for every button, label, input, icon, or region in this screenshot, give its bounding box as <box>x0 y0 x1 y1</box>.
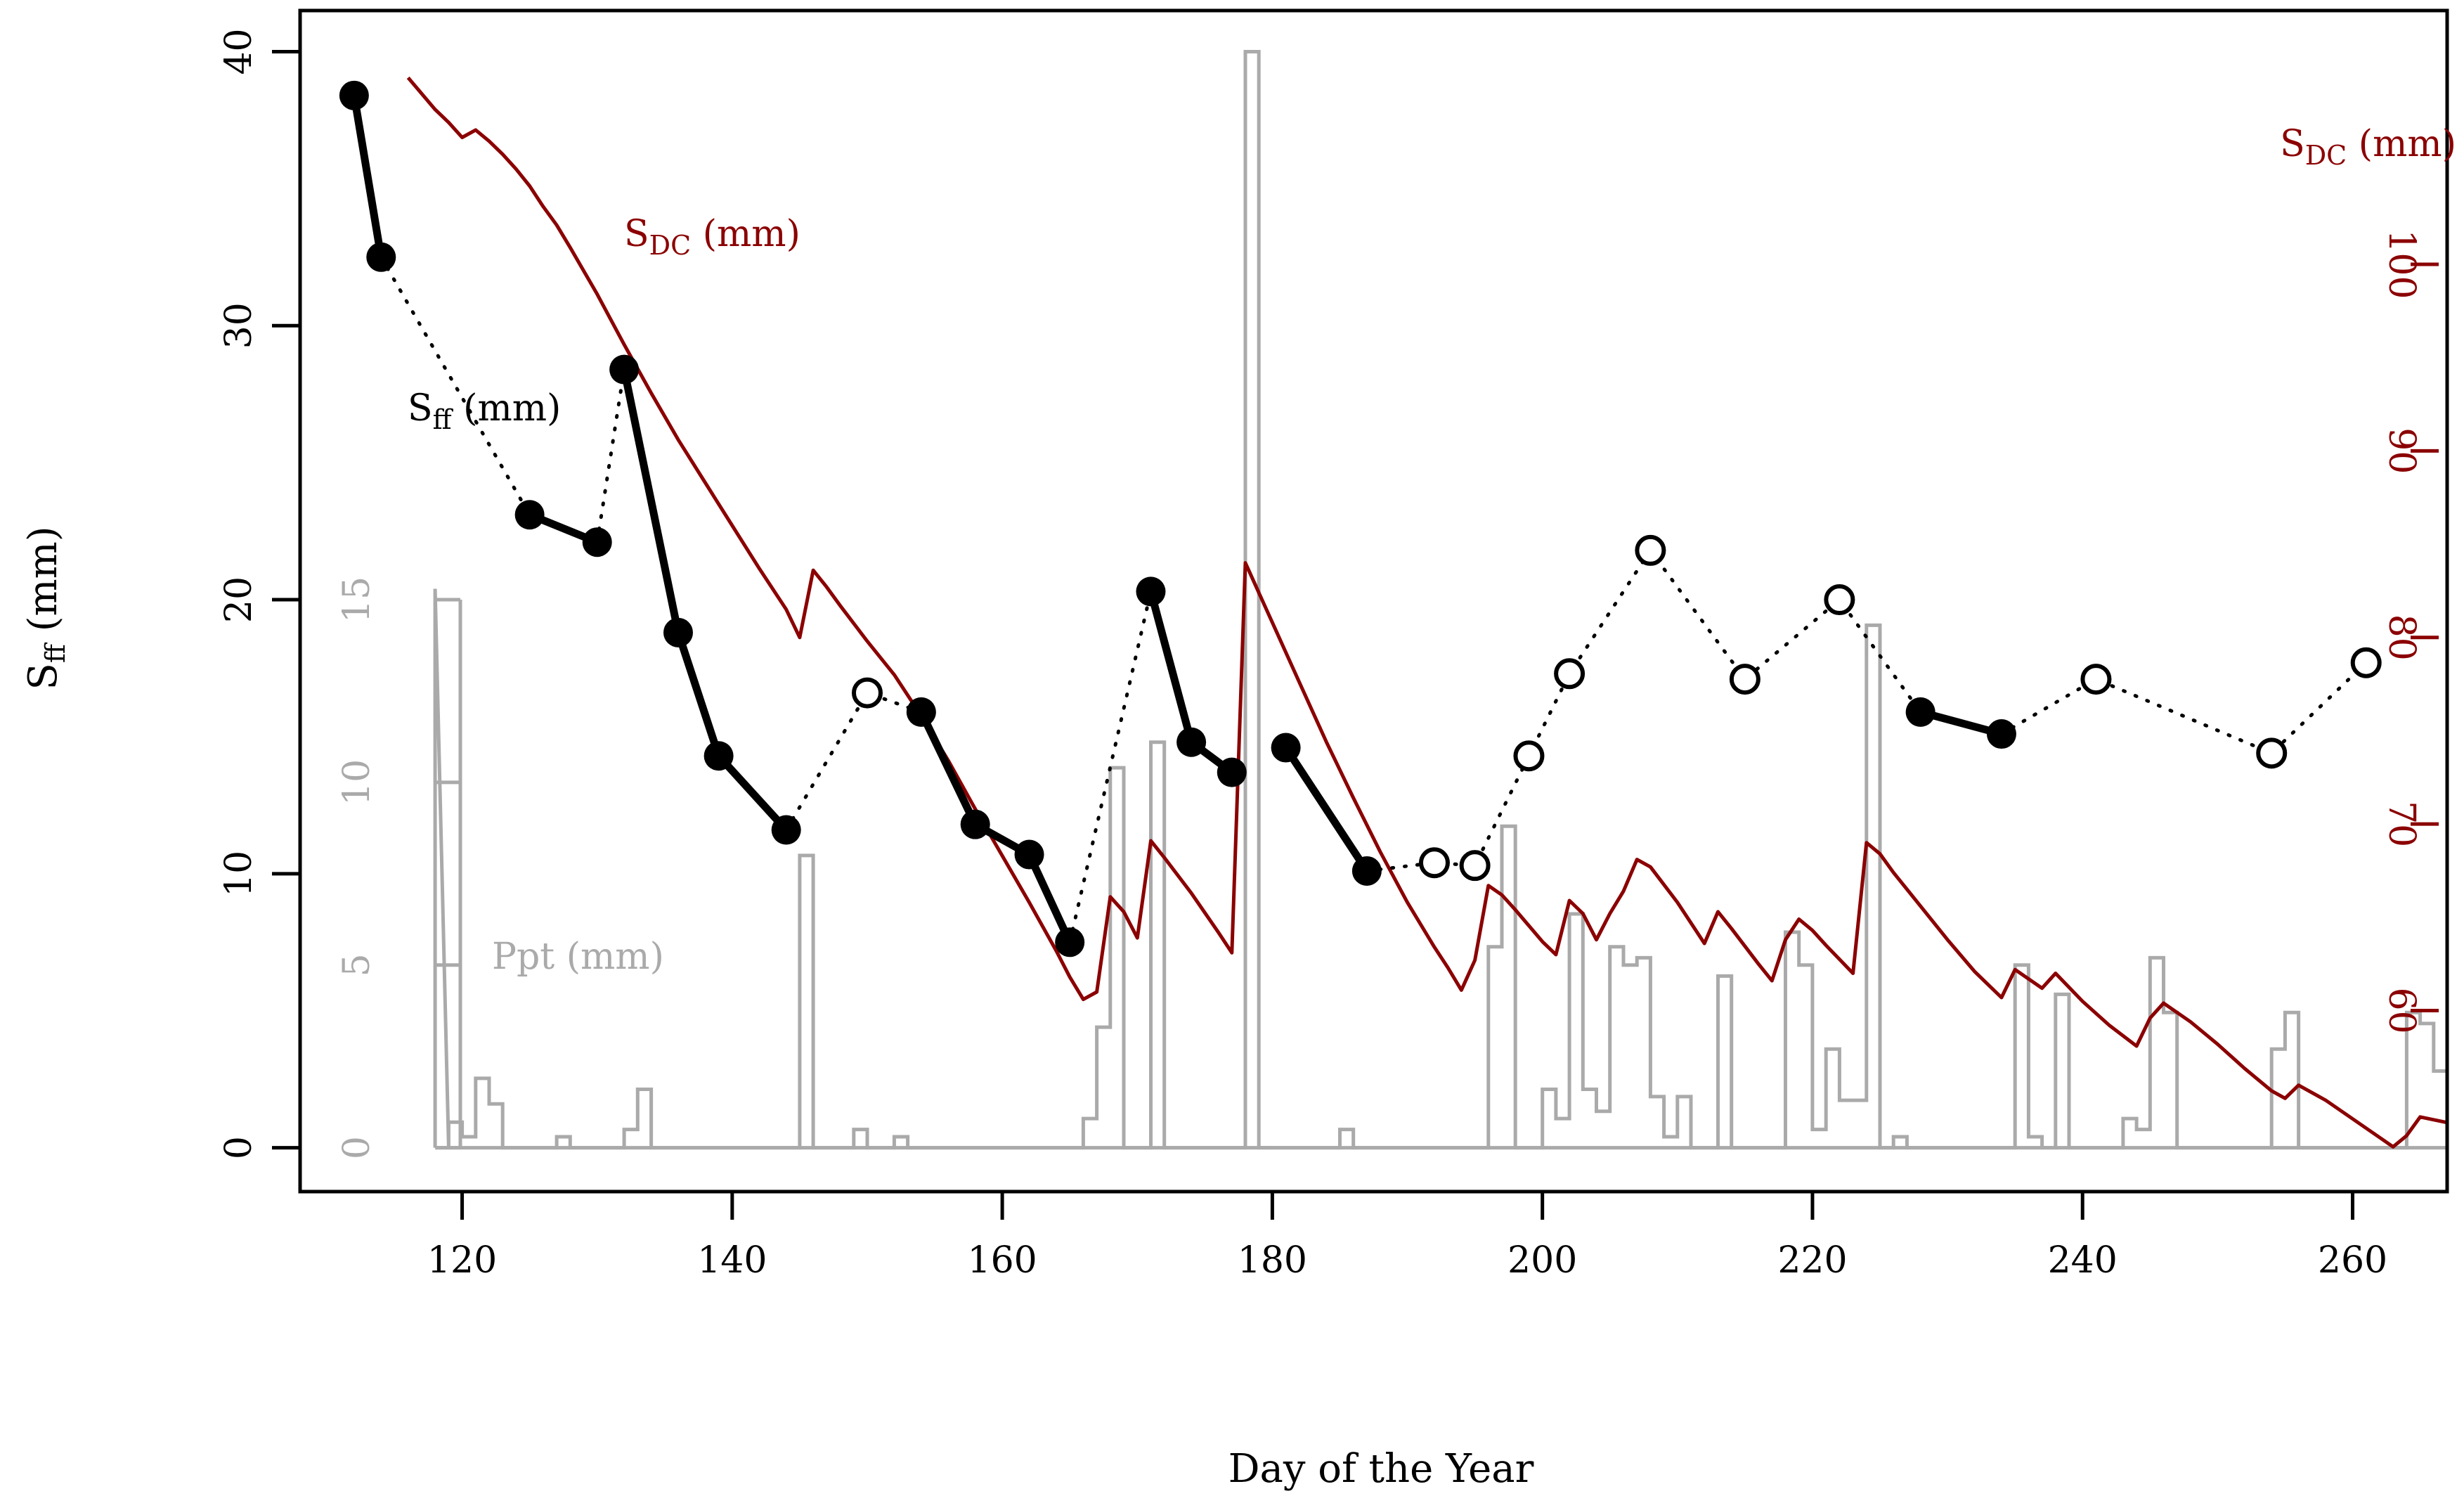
y-left-axis-label-tail: (mm) <box>20 526 66 644</box>
sff-solid-segment-3 <box>917 708 1074 946</box>
x-tick-label-200: 200 <box>1507 1239 1577 1282</box>
sff-solid-segment-0 <box>350 91 385 262</box>
sff-filled-point-1 <box>366 242 396 272</box>
sff-filled-point-13 <box>1176 727 1207 757</box>
y-right-axis-label-tail: (mm) <box>2347 123 2456 165</box>
y-left-tick-label-40: 40 <box>218 28 260 75</box>
x-tick-label-160: 160 <box>967 1239 1037 1282</box>
sff-filled-point-11 <box>1055 927 1085 957</box>
ppt-layer <box>433 50 2447 1150</box>
y-left-axis-label-sub: ff <box>40 642 71 663</box>
y-left-tick-label-10: 10 <box>218 851 260 897</box>
sff-solid-segment-2 <box>620 366 791 834</box>
sff-open-point-9 <box>2256 737 2288 769</box>
sff-open-point-5 <box>1635 534 1666 566</box>
sdc-inline-label: SDC (mm) <box>624 213 800 261</box>
y-right-axis-label: SDC (mm) <box>2280 123 2456 171</box>
y-right-axis-label-main: S <box>2280 123 2305 165</box>
y-left-tick-label-30: 30 <box>218 302 260 349</box>
sff-solid-segment-5 <box>1282 744 1371 875</box>
y-right-tick-label-60: 60 <box>2380 987 2423 1033</box>
sff-filled-point-2 <box>514 500 545 530</box>
sff-dotted-segment-0 <box>379 255 532 517</box>
sff-open-point-1 <box>1418 847 1450 879</box>
x-tick-label-220: 220 <box>1777 1239 1847 1282</box>
y-left-tick-label-20: 20 <box>218 576 260 623</box>
sff-filled-point-6 <box>703 741 734 771</box>
sff-open-point-3 <box>1513 740 1545 772</box>
sff-filled-point-9 <box>960 809 990 839</box>
sff-filled-point-15 <box>1271 733 1301 763</box>
ppt-tick-label-5: 5 <box>336 953 378 976</box>
sff-inline-label-tail: (mm) <box>452 387 562 430</box>
sdc-layer <box>406 76 2448 1149</box>
sff-dotted-segment-1 <box>595 368 626 544</box>
ppt-tick-label-0: 0 <box>336 1136 378 1159</box>
sff-filled-point-12 <box>1136 576 1166 607</box>
sff-filled-point-8 <box>906 697 936 727</box>
sff-filled-point-14 <box>1217 757 1247 787</box>
sff-layer <box>339 80 2382 957</box>
sff-open-point-7 <box>1824 584 1855 616</box>
sff-dotted-segment-5 <box>1999 661 2368 756</box>
sff-inline-label-sub: ff <box>433 404 454 435</box>
sff-inline-label: Sff (mm) <box>408 387 561 435</box>
sff-open-point-8 <box>2080 664 2112 695</box>
x-tick-label-140: 140 <box>697 1239 767 1282</box>
labels-layer: Day of the Year Sff (mm) SDC (mm) SDC (m… <box>20 123 2456 1492</box>
x-tick-label-260: 260 <box>2318 1239 2387 1282</box>
x-tick-label-240: 240 <box>2048 1239 2118 1282</box>
y-right-tick-label-100: 100 <box>2380 229 2423 299</box>
x-tick-label-180: 180 <box>1238 1239 1307 1282</box>
axes-layer: 120 140 160 180 200 220 240 260 0 10 20 30 40 60 70 80 9… <box>218 8 2449 1282</box>
sff-filled-point-10 <box>1014 839 1044 870</box>
sff-filled-point-5 <box>663 617 693 647</box>
y-right-axis-label-sub: DC <box>2305 140 2347 171</box>
y-right-tick-label-70: 70 <box>2380 801 2423 847</box>
sff-open-point-10 <box>2350 647 2382 678</box>
y-left-axis-label: Sff (mm) <box>20 526 71 690</box>
sff-filled-point-18 <box>1986 719 2016 749</box>
sdc-inline-label-sub: DC <box>649 230 692 261</box>
sff-open-point-2 <box>1459 850 1491 882</box>
ppt-tick-label-15: 15 <box>336 576 378 623</box>
sff-dotted-segment-2 <box>784 690 923 832</box>
ppt-inline-label: Ppt (mm) <box>492 936 664 978</box>
y-right-tick-label-90: 90 <box>2380 427 2423 474</box>
sff-open-point-4 <box>1554 658 1586 690</box>
x-tick-label-120: 120 <box>427 1239 497 1282</box>
sff-filled-point-4 <box>609 354 640 385</box>
sff-filled-point-0 <box>339 80 369 110</box>
sdc-inline-label-tail: (mm) <box>691 213 800 255</box>
sff-open-point-6 <box>1729 664 1761 695</box>
y-right-tick-label-80: 80 <box>2380 614 2423 661</box>
sdc-inline-label-main: S <box>624 213 649 255</box>
sff-filled-point-7 <box>771 815 801 845</box>
plot-frame <box>298 8 2449 1194</box>
sff-filled-point-3 <box>582 527 612 557</box>
y-left-axis-label-main: S <box>20 663 66 690</box>
x-axis-label: Day of the Year <box>1228 1446 1534 1492</box>
sff-filled-point-17 <box>1905 697 1935 727</box>
sdc-line <box>406 76 2448 1149</box>
ppt-tick-label-10: 10 <box>336 759 378 806</box>
sff-dotted-segment-3 <box>1068 589 1153 944</box>
y-left-tick-label-0: 0 <box>218 1136 260 1159</box>
sff-open-point-0 <box>851 677 883 709</box>
sff-inline-label-main: S <box>408 387 433 430</box>
sff-filled-point-16 <box>1351 856 1382 886</box>
